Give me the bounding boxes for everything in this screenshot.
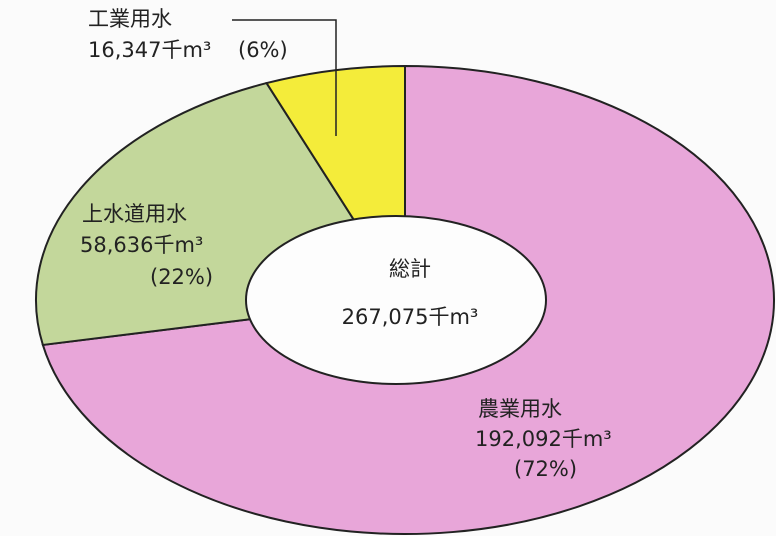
value-label: 16,347千m³	[88, 38, 211, 62]
slice-name: 上水道用水	[82, 202, 187, 226]
percent-label: (6%)	[238, 38, 288, 62]
total-label: 267,075千m³	[342, 305, 479, 329]
slice-name: 工業用水	[88, 7, 172, 31]
value-label: 192,092千m³	[475, 427, 612, 451]
leader-line	[232, 19, 337, 136]
center-label: 総計	[389, 257, 431, 281]
percent-label: (72%)	[514, 457, 577, 481]
percent-label: (22%)	[150, 265, 213, 289]
slice-name: 農業用水	[478, 397, 562, 421]
donut-hole	[245, 215, 547, 385]
value-label: 58,636千m³	[80, 233, 203, 257]
